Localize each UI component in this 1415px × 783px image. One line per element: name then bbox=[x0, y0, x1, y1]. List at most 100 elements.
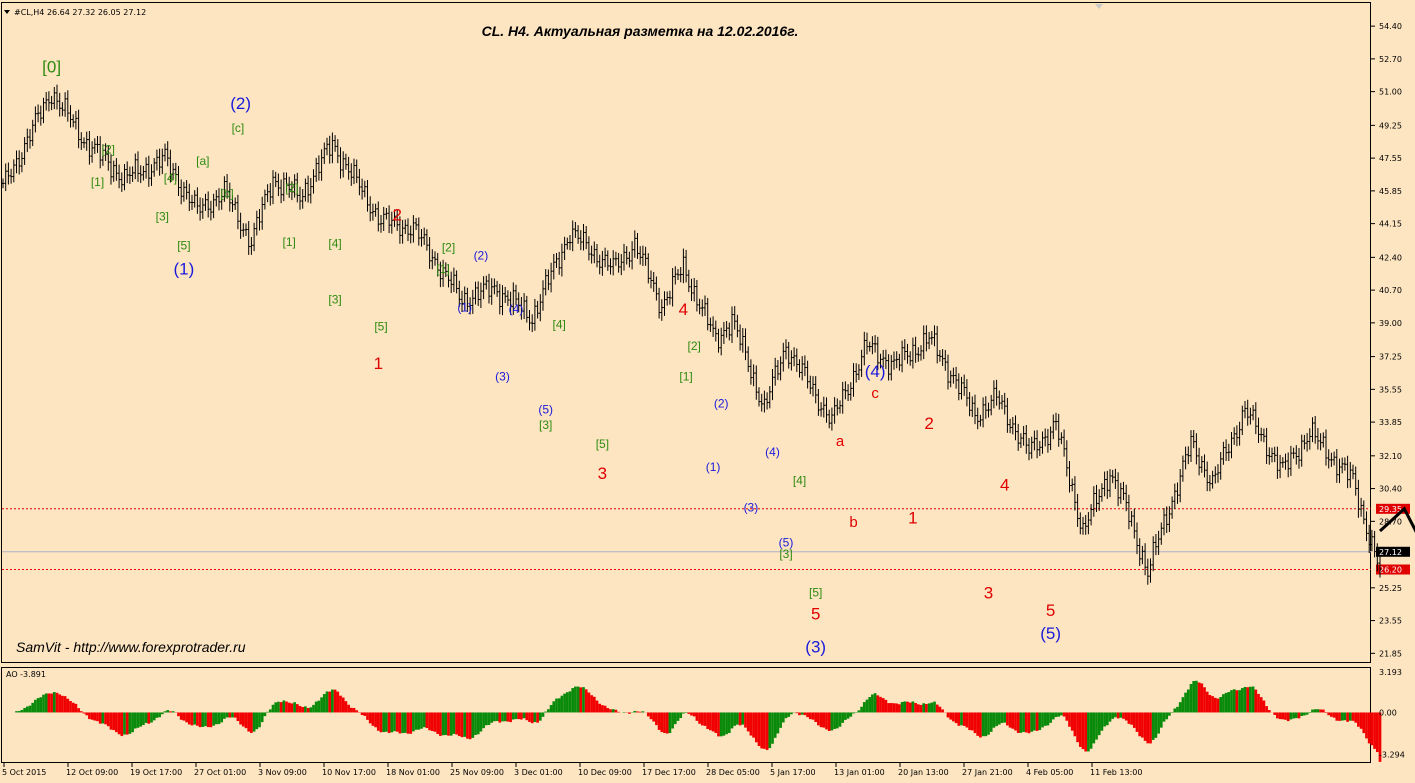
price-bar bbox=[900, 340, 904, 373]
price-bar bbox=[965, 379, 969, 407]
price-bar bbox=[142, 165, 145, 181]
price-bar bbox=[325, 137, 329, 156]
price-bar bbox=[1214, 466, 1217, 484]
level-price-label: 29.35 bbox=[1379, 505, 1402, 514]
price-bar bbox=[1286, 452, 1290, 478]
price-bar bbox=[528, 309, 531, 331]
author-note: SamVit - http://www.forexprotrader.ru bbox=[16, 639, 246, 655]
time-tick-label: 25 Nov 09:00 bbox=[450, 768, 504, 777]
price-bar bbox=[644, 246, 647, 266]
price-bar bbox=[1079, 512, 1082, 535]
price-bar bbox=[301, 189, 304, 209]
price-bar bbox=[1300, 434, 1303, 467]
wave-label: [2] bbox=[688, 339, 701, 353]
price-bar bbox=[215, 190, 218, 207]
price-bar bbox=[74, 110, 78, 130]
price-bar bbox=[1100, 483, 1104, 502]
price-bar bbox=[695, 279, 699, 312]
wave-label: [4] bbox=[164, 171, 177, 185]
price-bar bbox=[355, 159, 358, 184]
price-bar bbox=[946, 354, 950, 390]
price-bar bbox=[479, 282, 483, 309]
price-bar bbox=[873, 335, 877, 353]
price-bar bbox=[1016, 423, 1020, 451]
price-bar bbox=[1033, 430, 1036, 451]
price-bar bbox=[1124, 484, 1128, 512]
price-bar bbox=[93, 138, 97, 154]
price-bar bbox=[312, 169, 315, 194]
price-bar bbox=[1324, 429, 1328, 466]
price-tick-label: 23.55 bbox=[1379, 617, 1402, 626]
price-bar bbox=[1270, 447, 1274, 463]
price-bar bbox=[1338, 458, 1341, 484]
price-bar bbox=[201, 198, 205, 219]
price-bar bbox=[1195, 433, 1198, 465]
price-bar bbox=[614, 251, 618, 266]
price-bar bbox=[144, 157, 148, 179]
time-tick-label: 3 Nov 09:00 bbox=[258, 768, 307, 777]
price-bar bbox=[633, 230, 637, 258]
wave-labels: [0] [1] [2] [3] [4] [5] (1) [a] [b] [c] (2) [2] [1] [… bbox=[42, 57, 1061, 656]
wave-label: [1] bbox=[283, 235, 296, 249]
wave-label: [4] bbox=[328, 237, 341, 251]
time-tick-label: 20 Jan 13:00 bbox=[898, 768, 949, 777]
price-bar bbox=[1019, 433, 1023, 449]
price-bar bbox=[809, 375, 812, 395]
wave-label: [1] bbox=[91, 175, 104, 189]
price-bar bbox=[20, 152, 24, 173]
price-bar bbox=[506, 290, 510, 306]
price-bar bbox=[622, 243, 626, 271]
wave-label: 1 bbox=[908, 508, 917, 527]
price-bar bbox=[239, 212, 242, 239]
chart-title: CL. H4. Актуальная разметка на 12.02.201… bbox=[482, 23, 799, 39]
time-tick-label: 27 Oct 01:00 bbox=[194, 768, 246, 777]
price-bar bbox=[247, 221, 250, 255]
price-bar bbox=[115, 158, 118, 181]
price-bar bbox=[277, 173, 280, 197]
price-bar bbox=[128, 166, 132, 184]
price-bar bbox=[719, 327, 723, 356]
price-bar bbox=[274, 171, 277, 188]
price-bar bbox=[822, 396, 826, 418]
price-bar bbox=[684, 249, 688, 283]
price-bar bbox=[1151, 536, 1155, 572]
price-bar bbox=[1335, 449, 1339, 483]
price-bar bbox=[938, 350, 942, 362]
price-bar bbox=[1097, 489, 1101, 511]
scroll-marker-icon[interactable] bbox=[1095, 4, 1103, 9]
price-bar bbox=[1054, 412, 1058, 431]
price-bar bbox=[458, 280, 461, 308]
price-bar bbox=[919, 345, 923, 361]
price-bar bbox=[671, 268, 674, 307]
price-bar bbox=[944, 349, 947, 371]
wave-label: [5] bbox=[374, 320, 387, 334]
price-bar bbox=[954, 366, 958, 389]
price-bar bbox=[428, 237, 431, 269]
price-bar bbox=[344, 153, 348, 170]
price-bar bbox=[501, 285, 504, 316]
price-bar bbox=[1295, 445, 1298, 465]
price-bar bbox=[409, 225, 412, 244]
price-bar bbox=[579, 230, 583, 251]
price-bar bbox=[663, 291, 666, 316]
price-bar bbox=[452, 267, 456, 293]
price-bar bbox=[1216, 464, 1220, 483]
price-bar bbox=[34, 106, 37, 133]
price-bar bbox=[1141, 545, 1144, 565]
price-bar bbox=[1130, 510, 1133, 527]
price-bar bbox=[225, 174, 229, 199]
price-bar bbox=[1268, 447, 1271, 465]
price-bar bbox=[1008, 418, 1012, 434]
price-bar bbox=[1106, 470, 1109, 499]
price-bar bbox=[287, 176, 291, 198]
price-bar bbox=[860, 349, 863, 377]
menu-triangle-icon[interactable] bbox=[4, 10, 10, 14]
price-bar bbox=[690, 278, 693, 301]
price-bar bbox=[347, 156, 350, 180]
price-bar bbox=[123, 164, 126, 191]
price-bar bbox=[96, 135, 99, 153]
price-bar bbox=[298, 186, 302, 210]
price-bar bbox=[1108, 469, 1112, 498]
price-bar bbox=[657, 287, 661, 319]
wave-label: [1] bbox=[436, 262, 449, 276]
